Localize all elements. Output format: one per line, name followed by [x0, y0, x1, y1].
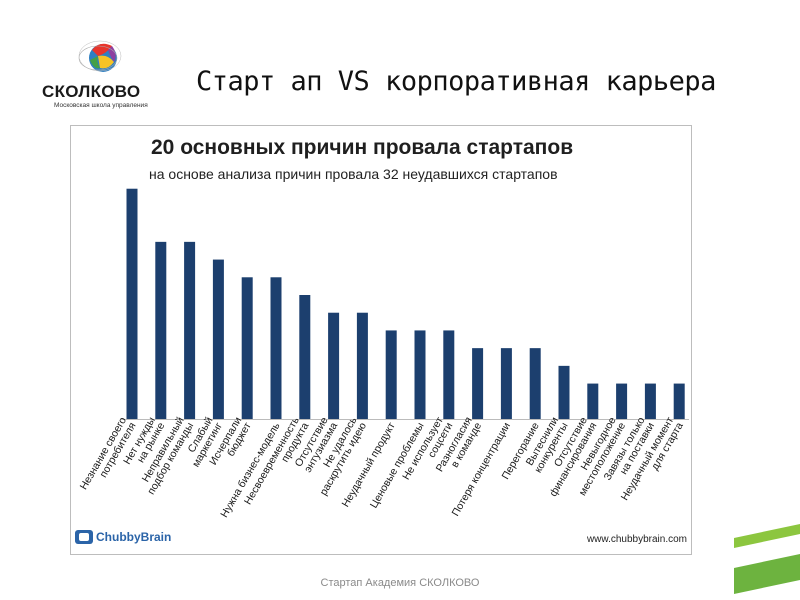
chubbybrain-text: ChubbyBrain: [96, 530, 172, 544]
green-stripes-decoration: [734, 524, 800, 594]
bar-1: [126, 188, 138, 419]
bar-10: [385, 330, 397, 419]
bar-20: [673, 383, 685, 419]
logo-subtitle: Московская школа управления: [54, 102, 148, 109]
bar-9: [356, 312, 368, 419]
bar-11: [414, 330, 426, 419]
chart-subtitle: на основе анализа причин провала 32 неуд…: [149, 166, 558, 182]
bar-7: [299, 295, 311, 419]
bar-19: [644, 383, 656, 419]
chubbybrain-icon: [75, 530, 93, 544]
logo-text: СКОЛКОВО: [42, 82, 141, 101]
bar-12: [443, 330, 455, 419]
chart-website: www.chubbybrain.com: [586, 534, 687, 545]
chubbybrain-logo: ChubbyBrain: [75, 530, 171, 544]
skolkovo-globe-icon: [78, 40, 122, 72]
bar-6: [270, 277, 282, 419]
bar-8: [328, 312, 340, 419]
bar-18: [616, 383, 628, 419]
bar-13: [472, 348, 484, 419]
bar-5: [241, 277, 253, 419]
bar-3: [184, 241, 196, 419]
skolkovo-logo: СКОЛКОВО Московская школа управления: [36, 30, 156, 110]
bar-16: [558, 365, 570, 419]
bar-2: [155, 241, 167, 419]
footer-text: Стартап Академия СКОЛКОВО: [320, 577, 480, 589]
bar-14: [500, 348, 512, 419]
bar-4: [212, 259, 224, 419]
bar-17: [587, 383, 599, 419]
slide-title: Старт ап VS корпоративная карьера: [196, 66, 716, 97]
chart-frame: 20 основных причин провала стартапов на …: [70, 125, 692, 555]
bar-15: [529, 348, 541, 419]
chart-title: 20 основных причин провала стартапов: [151, 136, 574, 159]
